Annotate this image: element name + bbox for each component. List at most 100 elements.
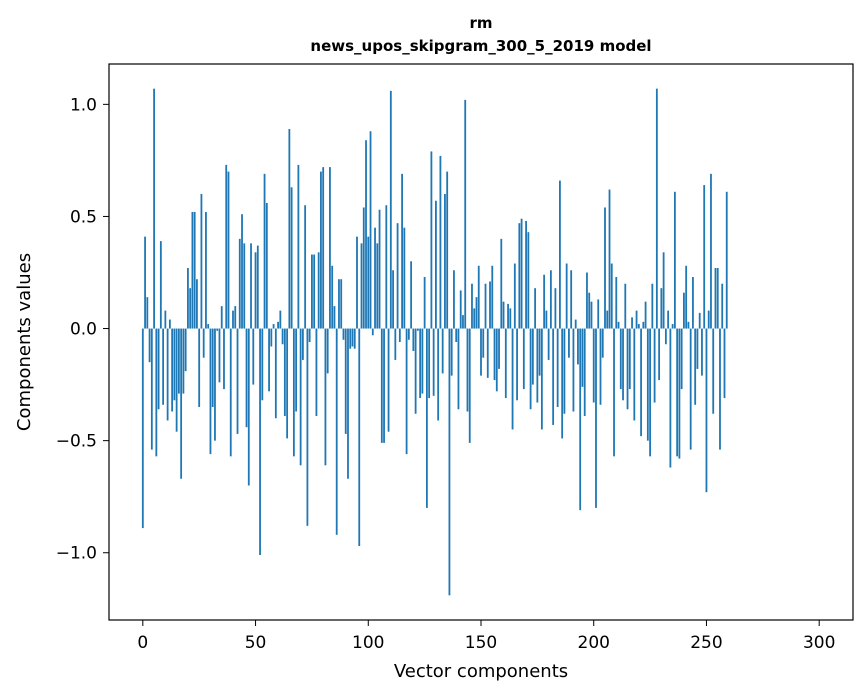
bar	[153, 88, 155, 329]
bar	[608, 189, 611, 329]
bar	[597, 299, 600, 329]
bar	[243, 243, 246, 329]
bar	[371, 328, 374, 336]
bar	[642, 321, 645, 329]
bar	[207, 324, 210, 329]
bar	[522, 328, 525, 390]
bar	[689, 328, 692, 450]
bar	[344, 328, 347, 434]
bar	[507, 303, 509, 329]
bar	[410, 261, 413, 329]
bar	[419, 328, 422, 399]
bar	[520, 218, 523, 329]
bar	[144, 236, 146, 329]
bar	[216, 328, 219, 331]
bar	[374, 227, 376, 329]
bar	[619, 328, 622, 390]
bar	[292, 328, 295, 457]
bar	[157, 328, 160, 410]
bar	[425, 328, 428, 508]
bar	[304, 205, 307, 329]
bar	[554, 288, 557, 329]
bar	[698, 312, 701, 329]
bar	[421, 328, 424, 394]
bar	[315, 328, 318, 416]
bar	[583, 328, 586, 416]
bar	[660, 288, 663, 329]
bar	[214, 328, 216, 441]
bar	[338, 279, 340, 329]
bar	[703, 185, 706, 329]
bar	[658, 328, 661, 381]
bar	[448, 328, 451, 596]
bar	[721, 283, 724, 329]
x-tick-label: 150	[465, 633, 497, 653]
bar	[329, 167, 331, 329]
bar	[265, 203, 268, 329]
bar	[441, 328, 444, 374]
bar	[574, 319, 577, 329]
bar	[403, 227, 406, 329]
bar	[288, 129, 291, 329]
bar	[175, 328, 178, 432]
bar	[177, 328, 180, 394]
bar	[477, 265, 480, 329]
bar	[274, 328, 277, 419]
bar	[527, 232, 530, 329]
bar	[655, 88, 658, 329]
y-tick-label: 1.0	[70, 95, 97, 115]
y-tick-label: 0.0	[70, 320, 97, 340]
bar	[159, 241, 162, 329]
bar	[155, 328, 158, 457]
bar	[540, 328, 543, 430]
x-tick-label: 100	[352, 633, 384, 653]
bar	[552, 328, 555, 425]
bar	[268, 328, 270, 392]
bar	[500, 238, 503, 329]
bar	[236, 328, 239, 434]
bar	[313, 254, 316, 329]
bar	[187, 268, 189, 329]
bar	[376, 243, 379, 329]
bar	[705, 328, 708, 493]
bar	[464, 99, 467, 329]
bar	[516, 328, 518, 401]
bar	[646, 328, 649, 441]
bar	[480, 328, 482, 376]
bar	[326, 328, 329, 374]
x-tick-label: 0	[137, 633, 148, 653]
bar	[462, 315, 464, 329]
bar	[475, 297, 478, 329]
x-tick-label: 50	[245, 633, 267, 653]
bar	[563, 328, 566, 414]
bar	[191, 211, 194, 329]
bar	[141, 328, 144, 529]
bar	[529, 328, 532, 410]
bar	[592, 328, 595, 403]
bar	[599, 328, 602, 405]
bar	[407, 328, 410, 340]
bar	[518, 223, 521, 329]
bar	[437, 328, 440, 421]
bar	[486, 328, 489, 378]
bar	[453, 270, 455, 329]
bar	[209, 328, 212, 455]
bar	[664, 328, 667, 345]
bar	[182, 328, 185, 394]
bar	[320, 171, 322, 329]
bar	[347, 328, 349, 479]
bar	[405, 328, 408, 455]
bar	[189, 288, 192, 329]
bar	[710, 173, 712, 329]
bar	[241, 214, 243, 329]
bar	[387, 328, 390, 432]
bar	[653, 328, 656, 403]
bar	[324, 328, 327, 466]
bar	[263, 173, 266, 329]
bar	[232, 310, 234, 329]
bar	[545, 310, 548, 329]
bar	[202, 328, 205, 358]
bar	[615, 276, 618, 329]
bar	[649, 328, 651, 457]
bar	[358, 328, 361, 547]
